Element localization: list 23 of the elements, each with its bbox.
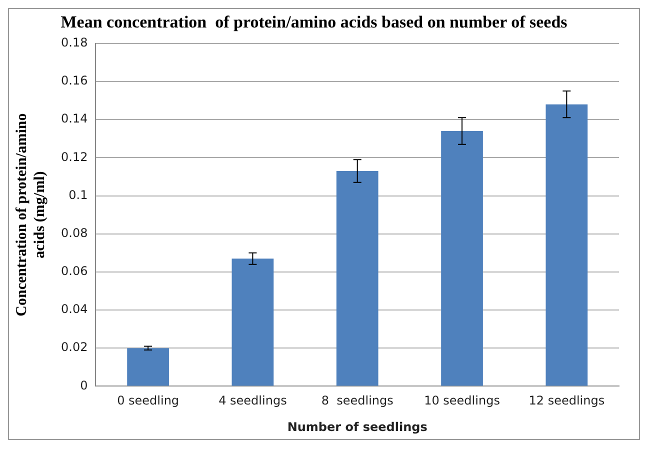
bar bbox=[232, 258, 274, 386]
y-tick-label: 0.04 bbox=[61, 302, 88, 316]
x-tick-label: 12 seedlings bbox=[528, 394, 605, 408]
y-tick-label: 0.14 bbox=[61, 112, 88, 126]
y-tick-label: 0.06 bbox=[61, 264, 88, 278]
bar bbox=[546, 104, 588, 386]
y-tick-label: 0.18 bbox=[61, 36, 88, 50]
y-axis-title: Concentration of protein/amino acids (mg/ml) bbox=[14, 113, 48, 316]
chart-title: Mean concentration of protein/amino acids based on number of seeds bbox=[60, 12, 568, 32]
x-tick-label: 0 seedling bbox=[117, 394, 180, 408]
bar bbox=[336, 171, 378, 386]
y-tick-label: 0.16 bbox=[61, 74, 88, 88]
y-tick-label: 0.02 bbox=[61, 340, 88, 354]
x-tick-label: 8 seedlings bbox=[321, 394, 394, 408]
x-tick-label: 10 seedlings bbox=[424, 394, 500, 408]
y-tick-label: 0 bbox=[80, 378, 88, 392]
bar bbox=[127, 348, 169, 386]
y-tick-label: 0.12 bbox=[61, 150, 88, 164]
y-tick-label: 0.08 bbox=[61, 226, 88, 240]
x-tick-label: 4 seedlings bbox=[218, 394, 287, 408]
y-tick-label: 0.1 bbox=[68, 188, 88, 202]
x-axis-title: Number of seedlings bbox=[287, 420, 428, 434]
bar bbox=[441, 131, 483, 386]
